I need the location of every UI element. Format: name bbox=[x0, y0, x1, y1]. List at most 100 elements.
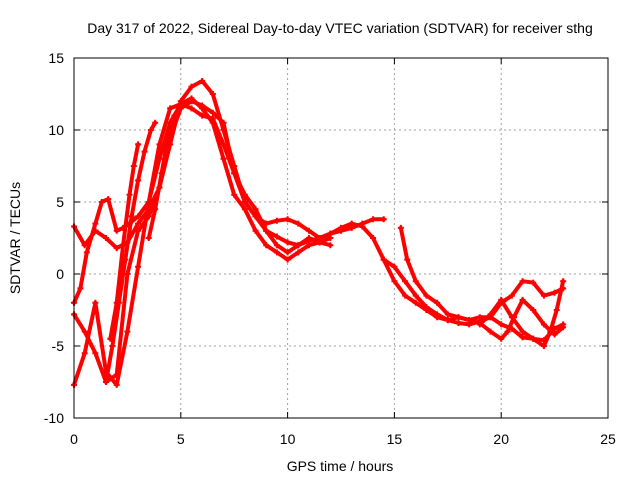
data-point bbox=[316, 239, 323, 246]
series-line bbox=[477, 279, 566, 348]
data-point bbox=[209, 119, 216, 126]
data-point bbox=[530, 335, 537, 342]
data-point bbox=[498, 321, 505, 328]
series-track-7 bbox=[370, 235, 567, 342]
data-point bbox=[551, 289, 558, 296]
data-point bbox=[391, 278, 398, 285]
data-point bbox=[519, 296, 526, 303]
data-point bbox=[188, 98, 195, 105]
data-point bbox=[519, 328, 526, 335]
data-point bbox=[158, 170, 165, 177]
data-point bbox=[135, 213, 142, 220]
data-point bbox=[103, 235, 110, 241]
data-point bbox=[209, 91, 216, 97]
series-track-10 bbox=[107, 141, 142, 342]
data-point bbox=[220, 155, 227, 162]
data-point bbox=[109, 343, 116, 349]
data-point bbox=[177, 105, 184, 112]
data-point bbox=[412, 299, 419, 306]
data-point bbox=[126, 191, 133, 198]
data-point bbox=[128, 213, 135, 220]
x-tick-label: 5 bbox=[177, 431, 185, 447]
data-point bbox=[397, 224, 404, 231]
data-point bbox=[370, 235, 377, 241]
data-point bbox=[263, 220, 270, 227]
data-point bbox=[135, 263, 142, 270]
axis-ticks bbox=[73, 57, 609, 419]
y-axis-label: SDTVAR / TECUs bbox=[7, 182, 23, 294]
data-point bbox=[560, 324, 567, 331]
data-point bbox=[519, 278, 526, 285]
data-point bbox=[466, 317, 473, 324]
data-point bbox=[188, 105, 195, 112]
data-point bbox=[423, 307, 430, 313]
data-point bbox=[504, 328, 511, 335]
data-point bbox=[152, 206, 159, 213]
data-point bbox=[434, 314, 441, 321]
data-point bbox=[305, 242, 312, 249]
x-tick-label: 15 bbox=[387, 431, 403, 447]
data-point bbox=[220, 119, 227, 126]
data-point bbox=[113, 227, 120, 234]
data-point bbox=[284, 239, 291, 246]
data-point bbox=[141, 148, 148, 155]
data-point bbox=[135, 220, 142, 227]
data-point bbox=[553, 307, 560, 313]
x-tick-label: 20 bbox=[493, 431, 509, 447]
data-point bbox=[444, 311, 451, 318]
data-point bbox=[380, 256, 387, 263]
x-tick-label: 10 bbox=[280, 431, 296, 447]
data-point bbox=[83, 249, 90, 256]
data-point bbox=[113, 299, 120, 306]
data-point bbox=[92, 350, 99, 357]
data-point bbox=[444, 317, 451, 324]
data-point bbox=[476, 321, 483, 328]
data-point bbox=[305, 235, 312, 241]
data-point bbox=[540, 292, 547, 299]
data-point bbox=[530, 307, 537, 313]
data-point bbox=[402, 292, 409, 299]
data-point bbox=[273, 242, 280, 249]
data-point bbox=[284, 256, 291, 263]
data-point bbox=[508, 292, 515, 299]
data-point bbox=[81, 350, 88, 357]
x-axis-label: GPS time / hours bbox=[287, 458, 394, 474]
data-point bbox=[171, 112, 178, 119]
data-point bbox=[348, 220, 355, 227]
data-point bbox=[498, 335, 505, 342]
data-point bbox=[338, 224, 344, 231]
data-point bbox=[423, 292, 430, 299]
data-point bbox=[540, 321, 547, 328]
series-line bbox=[108, 142, 141, 341]
y-tick-label: 15 bbox=[48, 50, 64, 66]
data-point bbox=[551, 331, 558, 338]
data-point bbox=[284, 249, 291, 256]
data-point bbox=[147, 127, 154, 133]
data-point bbox=[199, 78, 206, 85]
data-point bbox=[547, 328, 554, 335]
data-point bbox=[252, 206, 259, 213]
data-point bbox=[145, 206, 152, 213]
series-track-9 bbox=[103, 119, 159, 385]
data-point bbox=[220, 141, 227, 148]
data-point bbox=[92, 299, 99, 306]
data-point bbox=[103, 379, 110, 385]
data-point bbox=[560, 278, 567, 285]
data-point bbox=[199, 112, 206, 119]
data-point bbox=[188, 83, 195, 90]
data-point bbox=[402, 278, 409, 285]
data-point bbox=[81, 328, 88, 335]
data-point bbox=[145, 213, 152, 220]
data-point bbox=[92, 227, 99, 234]
data-point bbox=[124, 328, 131, 335]
data-point bbox=[487, 328, 494, 335]
data-point bbox=[113, 381, 120, 388]
data-point bbox=[263, 242, 270, 249]
data-point bbox=[508, 314, 515, 321]
x-tick-labels: 0 5 10 15 20 25 bbox=[70, 431, 616, 447]
data-point bbox=[167, 105, 174, 112]
series-line bbox=[72, 96, 333, 305]
series-track-11 bbox=[145, 112, 178, 241]
series-line bbox=[72, 99, 333, 255]
